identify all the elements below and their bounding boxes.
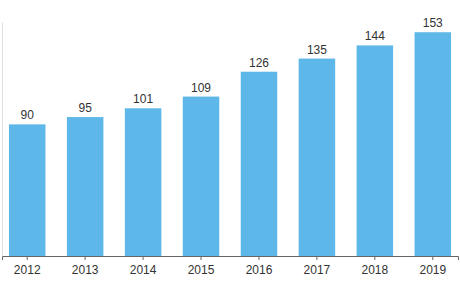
bar (415, 32, 452, 256)
bar (241, 72, 278, 256)
x-tick: 2012 (14, 256, 41, 277)
bar (357, 45, 394, 256)
x-tick-label: 2013 (72, 263, 99, 277)
x-tick-mark (432, 256, 433, 260)
x-tick-label: 2015 (188, 263, 215, 277)
bar (67, 117, 104, 256)
chart: 2012 2013 2014 2015 2016 2017 2018 2019 90 95 101 1… (0, 0, 460, 282)
x-tick: 2017 (304, 256, 331, 277)
y-axis-line (2, 23, 3, 257)
x-axis: 2012 2013 2014 2015 2016 2017 2018 2019 (3, 256, 459, 277)
x-tick-label: 2017 (304, 263, 331, 277)
x-tick-mark (27, 256, 28, 260)
plot: 2012 2013 2014 2015 2016 2017 2018 2019 90 95 101 1… (2, 16, 459, 277)
x-tick: 2018 (362, 256, 389, 277)
x-tick-mark (85, 256, 86, 260)
bar (9, 124, 46, 256)
x-tick-label: 2016 (246, 263, 273, 277)
data-label: 101 (133, 92, 153, 106)
data-label: 153 (423, 16, 443, 30)
data-label: 95 (78, 101, 92, 115)
x-tick-mark (316, 256, 317, 260)
data-labels: 90 95 101 109 126 135 144 153 (21, 16, 444, 122)
bar (183, 97, 220, 256)
x-tick: 2015 (188, 256, 215, 277)
x-tick: 2014 (130, 256, 157, 277)
x-tick-mark (143, 256, 144, 260)
x-tick-mark (201, 256, 202, 260)
x-tick-mark (258, 256, 259, 260)
x-tick: 2016 (246, 256, 273, 277)
bars (9, 32, 451, 256)
x-tick-label: 2014 (130, 263, 157, 277)
bar (125, 108, 162, 256)
x-tick-label: 2012 (14, 263, 41, 277)
x-tick-label: 2018 (362, 263, 389, 277)
data-label: 144 (365, 29, 385, 43)
x-tick-label: 2019 (419, 263, 446, 277)
data-label: 90 (21, 108, 35, 122)
data-label: 126 (249, 56, 269, 70)
x-tick-mark (374, 256, 375, 260)
x-axis-line (3, 257, 459, 261)
x-tick: 2019 (419, 256, 446, 277)
data-label: 109 (191, 81, 211, 95)
x-tick: 2013 (72, 256, 99, 277)
y-axis (2, 23, 4, 257)
data-label: 135 (307, 43, 327, 57)
bar (299, 59, 336, 256)
